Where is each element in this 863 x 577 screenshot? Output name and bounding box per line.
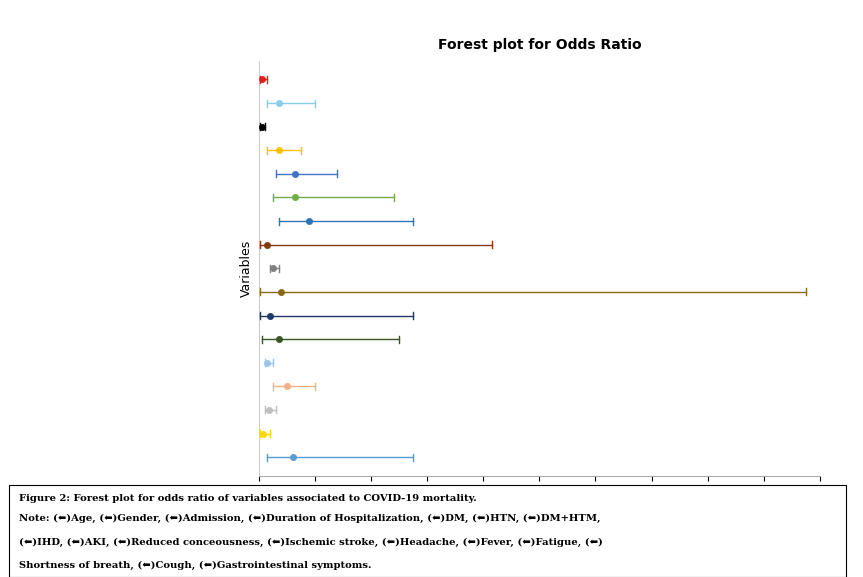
Text: (⬅)IHD, (⬅)AKI, (⬅)Reduced conceousness, (⬅)Ischemic stroke, (⬅)Headache, (⬅)Fev: (⬅)IHD, (⬅)AKI, (⬅)Reduced conceousness,… [19,538,602,548]
X-axis label: Odds ratio: Odds ratio [507,501,572,514]
Title: Forest plot for Odds Ratio: Forest plot for Odds Ratio [438,39,641,53]
Y-axis label: Variables: Variables [240,239,254,297]
Text: Note: (⬅)Age, (⬅)Gender, (⬅)Admission, (⬅)Duration of Hospitalization, (⬅)DM, (⬅: Note: (⬅)Age, (⬅)Gender, (⬅)Admission, (… [19,514,600,523]
FancyBboxPatch shape [9,485,846,577]
Text: Figure 2: Forest plot for odds ratio of variables associated to COVID-19 mortali: Figure 2: Forest plot for odds ratio of … [19,494,476,503]
Text: Shortness of breath, (⬅)Cough, (⬅)Gastrointestinal symptoms.: Shortness of breath, (⬅)Cough, (⬅)Gastro… [19,560,371,569]
